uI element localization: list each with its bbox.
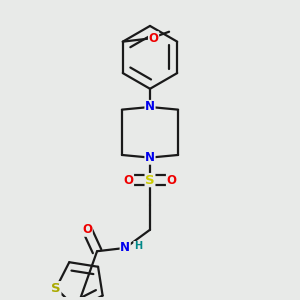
Text: S: S: [145, 174, 155, 187]
Text: N: N: [120, 242, 130, 254]
Text: O: O: [82, 223, 92, 236]
Text: O: O: [148, 32, 158, 45]
Text: O: O: [124, 174, 134, 187]
Text: N: N: [145, 100, 155, 113]
Text: N: N: [145, 151, 155, 164]
Text: S: S: [51, 282, 61, 295]
Text: O: O: [167, 174, 176, 187]
Text: H: H: [134, 241, 142, 251]
